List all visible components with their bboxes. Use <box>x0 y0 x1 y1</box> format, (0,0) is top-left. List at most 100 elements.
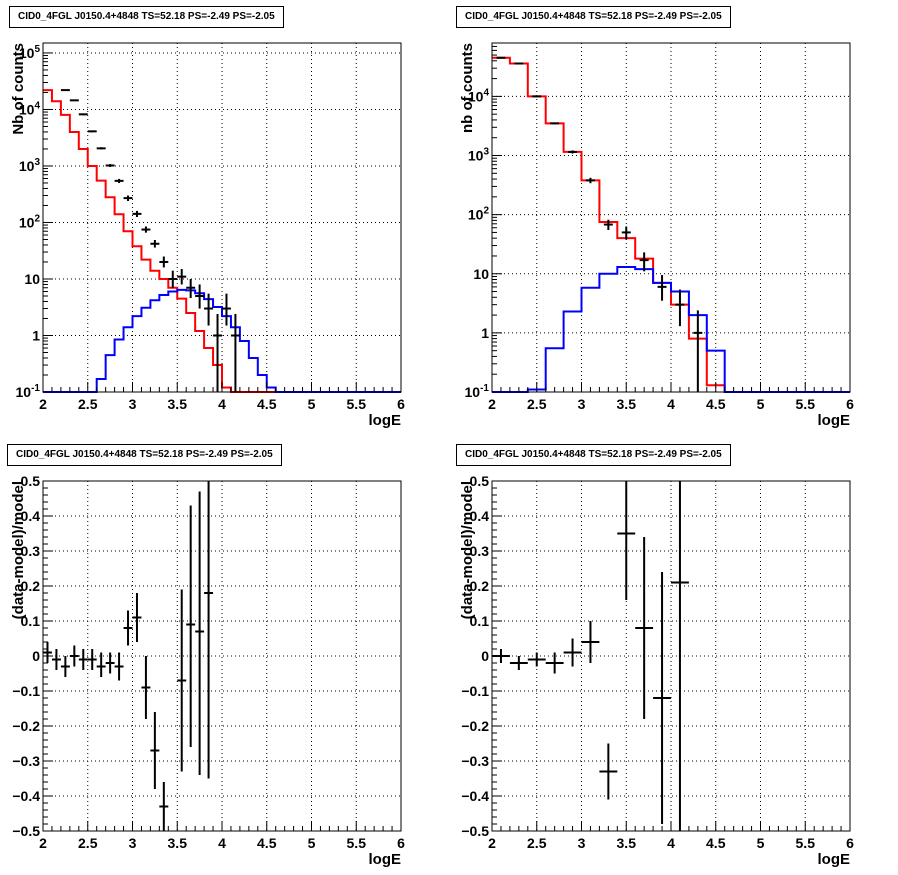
y-axis-label: (data-model)/model <box>459 481 476 619</box>
y-axis: 10-1 1 10 102 103 104 105 <box>16 44 53 400</box>
data-point <box>87 649 97 670</box>
data-point <box>693 310 703 392</box>
x-axis-label: logE <box>369 851 402 868</box>
data-point <box>43 642 52 663</box>
series-line-blue <box>492 266 850 393</box>
y-tick-label: 10-1 <box>16 383 41 400</box>
y-tick-label: −0.5 <box>12 823 40 839</box>
x-tick-label: 3.5 <box>617 835 637 851</box>
y-tick-label: 0.4 <box>470 508 490 524</box>
data-point <box>168 270 178 288</box>
x-tick-label: 5.5 <box>347 396 367 412</box>
grid <box>492 481 850 831</box>
y-tick-label: 104 <box>19 100 41 117</box>
y-tick-label: −0.2 <box>461 718 489 734</box>
x-tick-label: 4 <box>218 835 226 851</box>
x-tick-label: 6 <box>846 396 854 412</box>
data-point <box>550 122 560 125</box>
data-point <box>69 99 79 102</box>
data-point <box>177 269 187 285</box>
y-tick-label: −0.4 <box>12 788 40 804</box>
data-point <box>96 652 106 677</box>
data-point <box>105 164 115 167</box>
y-tick-label: 0.3 <box>470 543 490 559</box>
data-point <box>657 275 667 301</box>
x-tick-label: 4.5 <box>706 835 726 851</box>
data-point <box>213 314 222 392</box>
data-point <box>527 652 546 667</box>
y-tick-label: −0.2 <box>12 718 40 734</box>
data-point <box>114 178 124 183</box>
data-point <box>60 89 70 92</box>
y-tick-label: −0.1 <box>461 683 489 699</box>
y-axis: −0.5 −0.4 −0.3 −0.2 −0.1 0 0.1 0.2 0.3 0.4 0.5 <box>461 473 502 839</box>
grid <box>492 43 850 392</box>
y-tick-label: 0 <box>32 648 40 664</box>
data-point <box>132 210 142 217</box>
x-tick-label: 4.5 <box>257 396 277 412</box>
data-point <box>653 572 671 824</box>
y-tick-label: 1 <box>32 327 40 343</box>
x-tick-label: 3.5 <box>168 835 188 851</box>
data-point <box>105 652 115 674</box>
data-point <box>150 239 160 248</box>
data-point <box>509 656 528 670</box>
data-point <box>177 589 187 772</box>
x-tick-label: 4 <box>667 396 675 412</box>
x-axis-label: logE <box>818 851 851 868</box>
data-point <box>599 743 618 800</box>
y-tick-label: 10 <box>473 266 489 282</box>
x-axis-label: logE <box>369 412 402 429</box>
x-tick-label: 2.5 <box>78 835 98 851</box>
chart-residuals-coarse: 2 2.5 3 3.5 4 4.5 5 5.5 6logE−0.5−0.4−0.3−0.2−0.… <box>459 473 854 868</box>
x-tick-label: 3 <box>129 835 137 851</box>
data-point <box>114 652 124 681</box>
data-point <box>96 147 106 150</box>
data-point <box>132 593 142 642</box>
x-tick-label: 5.5 <box>347 835 367 851</box>
y-tick-label: 0.2 <box>470 578 490 594</box>
y-tick-label: 0.1 <box>21 613 41 629</box>
y-axis-label: nb of counts <box>459 43 476 133</box>
x-tick-label: 6 <box>846 835 854 851</box>
x-axis: 2 2.5 3 3.5 4 4.5 5 5.5 6 <box>39 821 405 851</box>
y-axis-label: (data-model)/model <box>10 481 27 619</box>
data-point <box>545 652 564 674</box>
y-tick-label: 0 <box>481 648 489 664</box>
x-tick-label: 2.5 <box>527 396 547 412</box>
y-tick-label: 0.4 <box>21 508 41 524</box>
data-point <box>204 481 214 779</box>
data-point <box>204 293 214 326</box>
data-point <box>60 656 70 677</box>
x-tick-label: 3 <box>129 396 137 412</box>
x-tick-label: 5.5 <box>796 396 816 412</box>
data-point <box>159 256 169 268</box>
data-point <box>585 177 595 184</box>
y-tick-label: −0.3 <box>461 753 489 769</box>
y-tick-label: 105 <box>19 44 41 61</box>
x-tick-label: 5 <box>757 835 765 851</box>
data-point <box>78 649 88 670</box>
y-axis-label: Nb of counts <box>10 43 27 135</box>
data-point <box>639 252 649 272</box>
y-tick-label: 103 <box>468 147 490 164</box>
x-tick-label: 2 <box>488 835 496 851</box>
y-tick-label: 10 <box>24 271 40 287</box>
x-tick-label: 5.5 <box>796 835 816 851</box>
x-axis-label: logE <box>818 412 851 429</box>
x-tick-label: 6 <box>397 835 405 851</box>
x-tick-label: 2 <box>39 835 47 851</box>
y-tick-label: 10-1 <box>465 383 490 400</box>
data-point <box>186 278 196 299</box>
data-point <box>195 284 205 309</box>
y-tick-label: 0.2 <box>21 578 41 594</box>
data-point <box>581 621 600 663</box>
plot-title: CID0_4FGL J0150.4+4848 TS=52.18 PS=-2.49… <box>456 6 731 28</box>
data-point <box>496 56 506 59</box>
x-tick-label: 4.5 <box>257 835 277 851</box>
x-tick-label: 2.5 <box>78 396 98 412</box>
data-point <box>159 782 169 831</box>
data-point <box>514 62 524 65</box>
